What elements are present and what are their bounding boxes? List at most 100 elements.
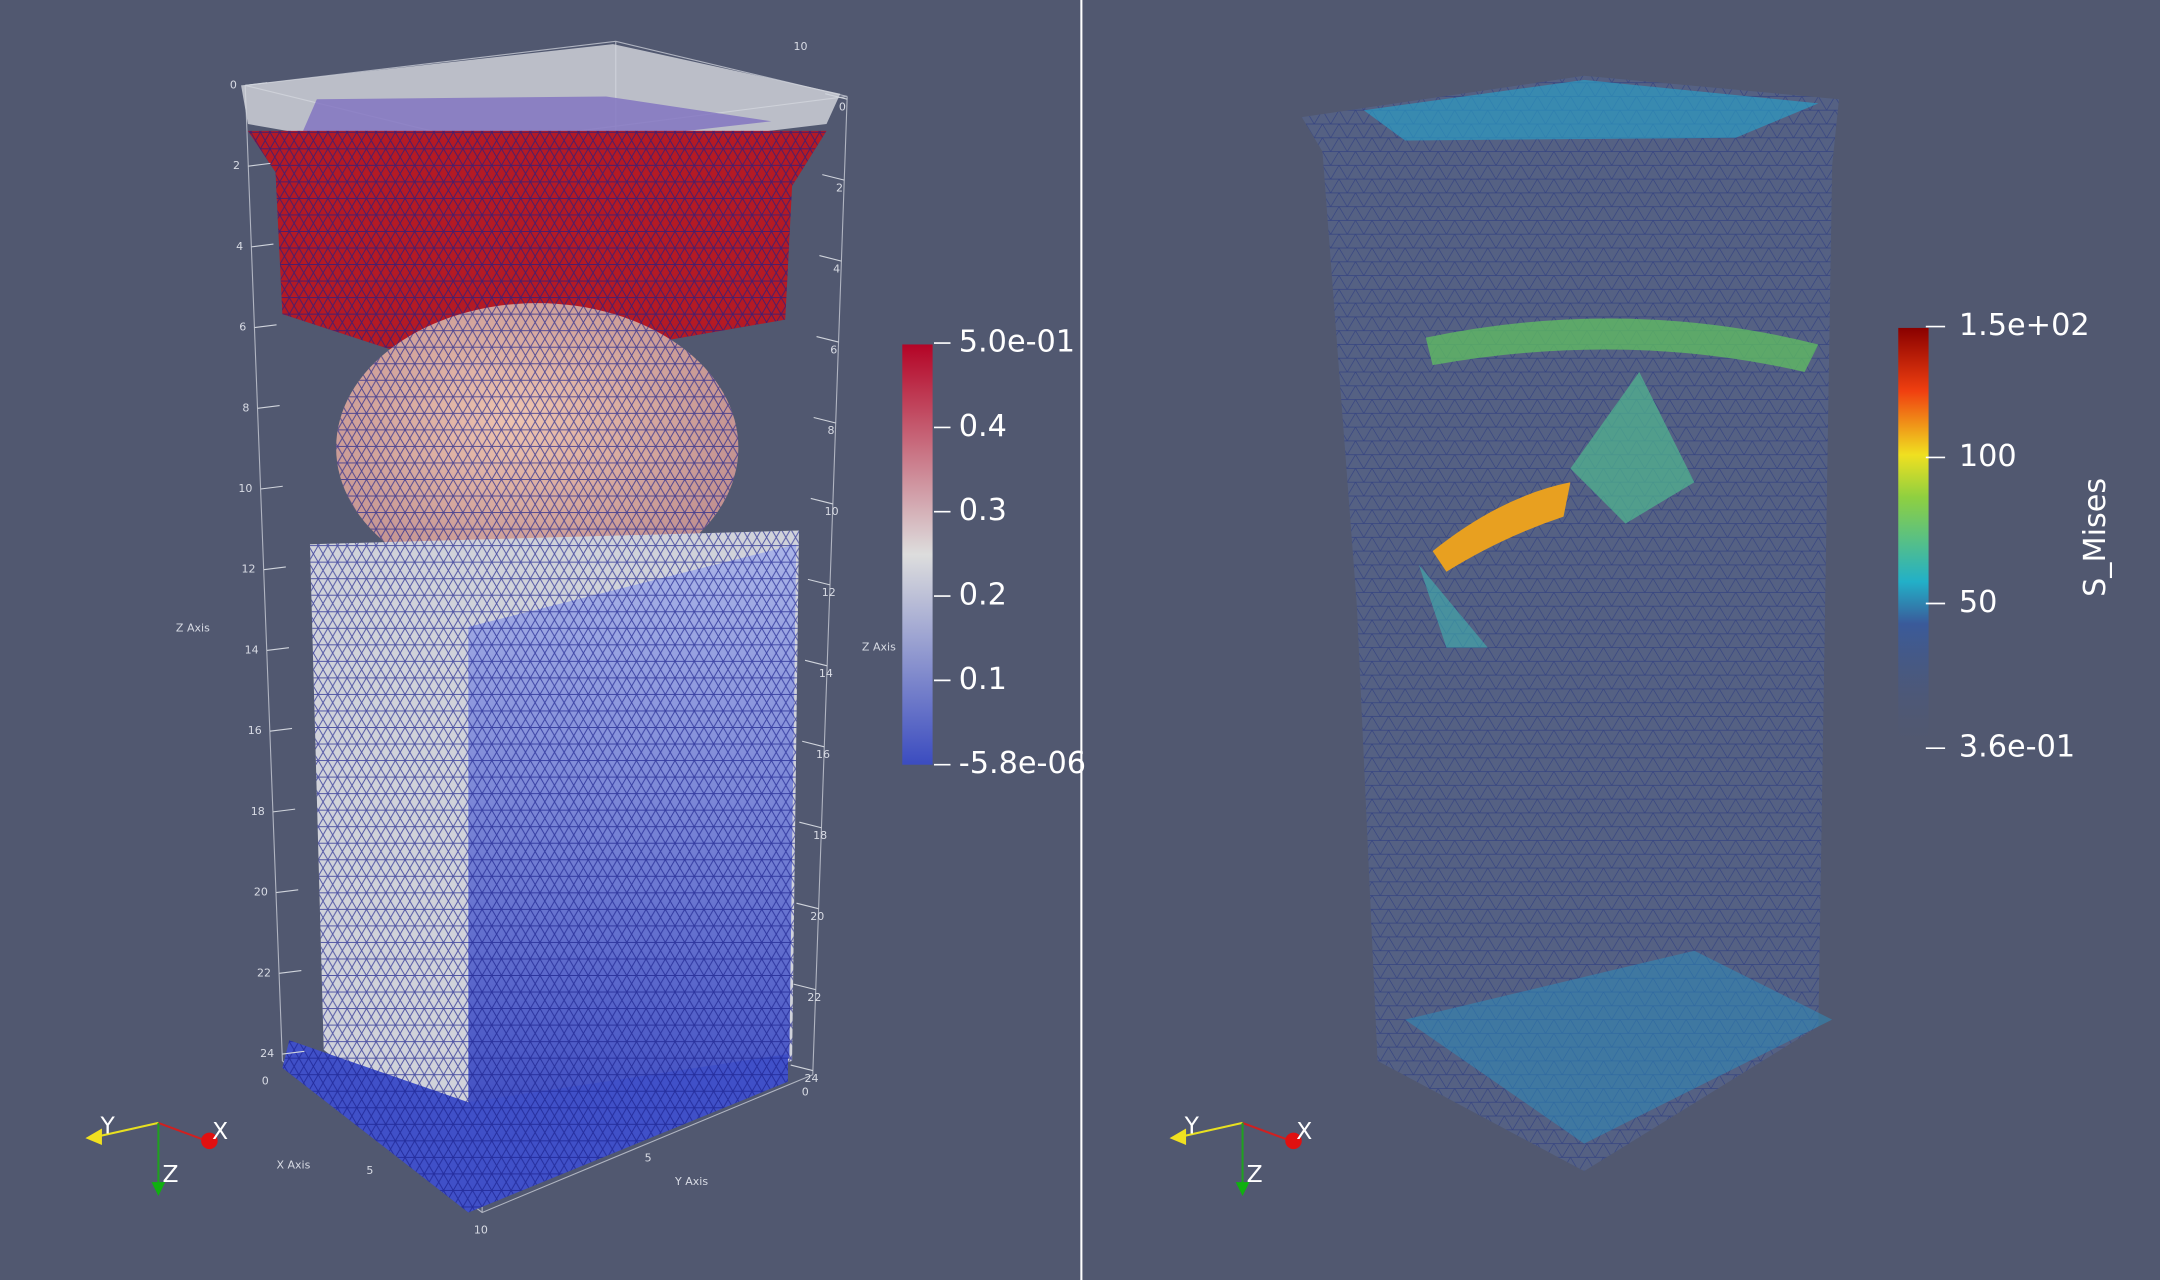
colorbar-label: 3.6e-01 [1959, 730, 2075, 765]
orientation-axes: Y X Z [85, 1112, 228, 1196]
colorbar-label: 0.4 [959, 409, 1007, 444]
tick-mark [822, 174, 845, 181]
y-axis-title: Y Axis [674, 1175, 708, 1188]
colorbar [902, 344, 933, 765]
tick-mark [282, 1050, 305, 1055]
colorbar-label: 0.3 [959, 493, 1007, 528]
tick-mark [251, 243, 274, 248]
mid-stress-band [1425, 318, 1819, 373]
z-tick-label: 12 [242, 563, 256, 576]
tick-mark [248, 162, 271, 167]
peak-stress-region [1432, 482, 1571, 572]
tick-mark [807, 578, 831, 586]
tick-mark [279, 970, 302, 974]
z-tick-label: 24 [804, 1072, 818, 1085]
stress-spike [1570, 372, 1695, 524]
z-tick-label: 20 [254, 886, 268, 899]
z-tick-label: 16 [816, 748, 830, 761]
y-tick-label: 10 [793, 40, 807, 53]
z-tick-label: 6 [239, 321, 246, 334]
colorbar-label: 5.0e-01 [959, 325, 1075, 360]
z-tick-label: 10 [238, 482, 252, 495]
z-tick-label: 18 [251, 805, 265, 818]
tick-mark [804, 659, 828, 667]
orientation-z: Z [1247, 1160, 1263, 1188]
colorbar-label: 100 [1959, 439, 2017, 474]
orientation-y: Y [1184, 1112, 1200, 1140]
z-tick-label: 4 [236, 240, 243, 253]
orientation-y: Y [100, 1112, 116, 1140]
z-tick-label: 6 [830, 343, 837, 356]
orientation-x: X [212, 1117, 228, 1145]
z-tick-label: 12 [822, 586, 836, 599]
colorbar-label: 0.2 [959, 578, 1007, 613]
colorbar-label: 0.1 [959, 662, 1007, 697]
z-tick-label: 4 [833, 262, 840, 275]
tick-mark [257, 404, 280, 409]
tick-mark [254, 324, 277, 329]
z-axis-title: Z Axis [862, 641, 896, 654]
x-tick-label: 0 [262, 1075, 269, 1088]
z-tick-label: 10 [825, 505, 839, 518]
z-axis-title: Z Axis [176, 621, 210, 634]
z-tick-label: 0 [230, 78, 237, 91]
top-stress-band [1363, 79, 1819, 141]
colorbar-label: 1.5e+02 [1959, 308, 2090, 343]
tick-mark [813, 416, 836, 424]
orientation-axes: Y X Z [1169, 1112, 1312, 1196]
x-tick-label: 10 [474, 1223, 488, 1236]
z-tick-label: 8 [242, 401, 249, 414]
tick-mark [260, 485, 283, 490]
upper-block-mesh [247, 130, 827, 375]
tick-mark [796, 902, 819, 910]
colorbar-title: S_Mises [2078, 478, 2113, 597]
lower-block-mesh [309, 530, 799, 1161]
tick-mark [273, 808, 296, 813]
colorbar [1898, 327, 1929, 751]
tick-mark [790, 1064, 813, 1072]
x-tick-label: 5 [366, 1164, 373, 1177]
tick-mark [263, 566, 286, 571]
z-tick-label: 8 [827, 424, 834, 437]
z-tick-label: 2 [233, 159, 240, 172]
bottom-stress-band [1405, 950, 1833, 1144]
tick-mark [276, 889, 299, 894]
z-tick-label: 0 [839, 100, 846, 113]
right-render-view[interactable]: 1.5e+02 100 50 3.6e-01 S_Mises Y X Z [1169, 75, 2114, 1196]
z-tick-label: 22 [257, 966, 271, 979]
y-tick-label: 0 [802, 1086, 809, 1099]
colorbar-labels: 5.0e-01 0.4 0.3 0.2 0.1 -5.8e-06 [933, 325, 1086, 781]
tick-mark [819, 255, 842, 262]
base-plate-mesh [282, 1040, 788, 1213]
z-tick-label: 14 [819, 667, 833, 680]
tick-mark [793, 983, 816, 991]
colorbar-label: 50 [1959, 585, 1998, 620]
stress-edge [1418, 564, 1488, 648]
orientation-z: Z [163, 1160, 179, 1188]
z-tick-label: 14 [245, 643, 259, 656]
colorbar-labels: 1.5e+02 100 50 3.6e-01 [1925, 308, 2090, 765]
colorbar-label: -5.8e-06 [959, 746, 1086, 781]
z-tick-label: 18 [813, 829, 827, 842]
x-axis-title: X Axis [276, 1159, 310, 1172]
tick-mark [269, 727, 293, 732]
tick-mark [245, 82, 268, 86]
y-tick-label: 5 [645, 1152, 652, 1165]
z-tick-label: 2 [836, 181, 843, 194]
z-tick-label: 20 [810, 910, 824, 923]
z-tick-label: 16 [248, 724, 262, 737]
tick-mark [799, 821, 822, 829]
tick-mark [810, 497, 833, 505]
z-tick-label: 22 [807, 991, 821, 1004]
tick-mark [802, 740, 825, 748]
orientation-x: X [1296, 1117, 1312, 1145]
tick-mark [816, 335, 839, 343]
tick-mark [266, 647, 290, 651]
tick-mark [825, 93, 848, 100]
sphere-mesh [336, 303, 739, 593]
z-tick-label: 24 [260, 1047, 274, 1060]
